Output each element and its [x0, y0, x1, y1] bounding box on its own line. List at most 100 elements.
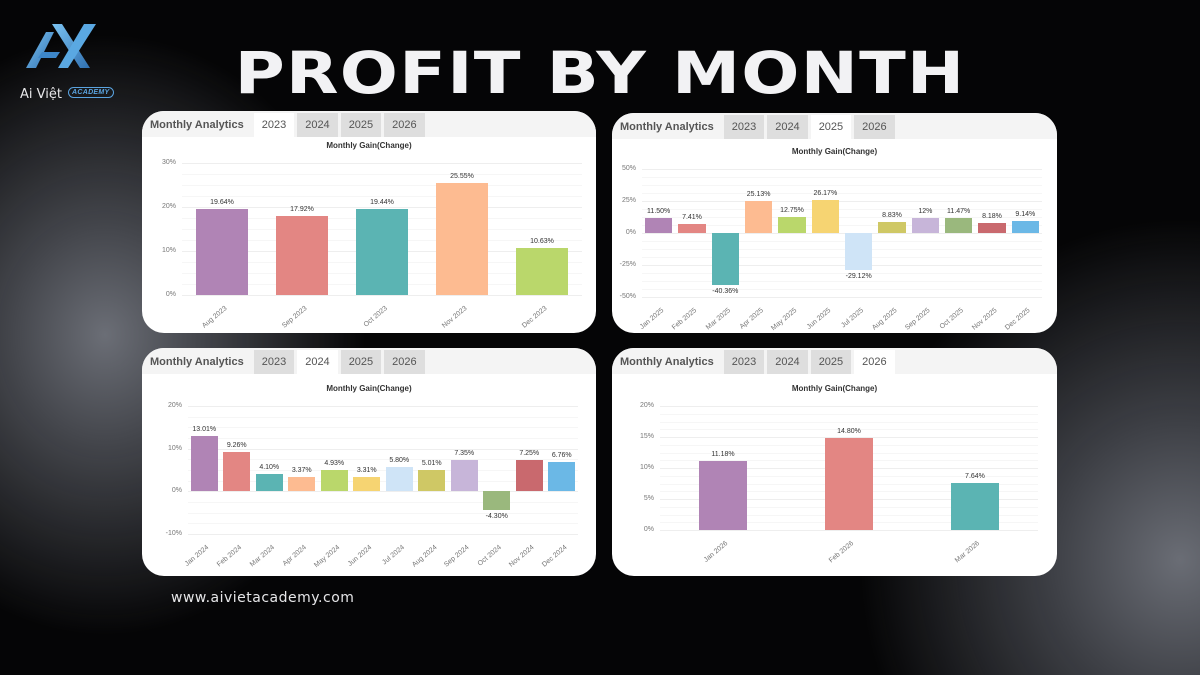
tab-2025[interactable]: 2025: [810, 350, 852, 374]
bar-value-label: -4.30%: [485, 512, 508, 520]
gridline: [642, 169, 1042, 170]
bar-feb-2025[interactable]: [678, 223, 706, 233]
x-tick-label: Jan 2025: [638, 307, 666, 331]
bar-value-label: 12.75%: [780, 206, 804, 214]
bar-may-2024[interactable]: [320, 470, 348, 492]
x-tick-label: Jun 2024: [346, 544, 374, 568]
bar-oct-2025[interactable]: [945, 218, 973, 233]
bar-mar-2026[interactable]: [951, 482, 999, 530]
x-tick-label: Jun 2025: [805, 307, 832, 331]
bar-dec-2023[interactable]: [516, 248, 568, 295]
tab-bar: Monthly Analytics 2023 2024 2025 2026: [612, 348, 1057, 374]
bar-mar-2025[interactable]: [711, 233, 739, 285]
gridline-minor: [642, 217, 1042, 218]
gridline-minor: [642, 193, 1042, 194]
bar-feb-2026[interactable]: [825, 438, 873, 530]
bar-jun-2024[interactable]: [353, 477, 381, 492]
bar-jul-2024[interactable]: [385, 466, 413, 492]
gridline-minor: [660, 421, 1038, 423]
bar-value-label: -40.36%: [712, 287, 739, 295]
tab-2024[interactable]: 2024: [297, 113, 338, 137]
x-tick-label: Feb 2024: [216, 544, 244, 569]
bar-value-label: 11.50%: [647, 208, 671, 216]
plot-area: 13.01% Jan 2024 9.26% Feb 2024 4.10% Mar 2024…: [184, 406, 578, 569]
bar-value-label: 5.01%: [421, 459, 442, 467]
gridline-minor: [188, 438, 578, 439]
bar-aug-2024[interactable]: [418, 469, 446, 492]
gridline-minor: [642, 289, 1042, 290]
tab-2025[interactable]: 2025: [810, 115, 852, 139]
bar-jul-2025[interactable]: [845, 233, 873, 271]
chart-card-2025: Monthly Analytics 2023 2024 2025 2026 Monthly…: [612, 113, 1057, 333]
x-tick-label: Sep 2025: [904, 307, 932, 332]
tab-2024[interactable]: 2024: [767, 115, 808, 139]
gridline-minor: [188, 480, 578, 482]
tab-2023[interactable]: 2023: [723, 350, 765, 374]
bar-may-2025[interactable]: [778, 216, 806, 233]
bar-nov-2024[interactable]: [515, 460, 543, 492]
tab-2025[interactable]: 2025: [340, 113, 382, 137]
tab-2024[interactable]: 2024: [297, 350, 338, 374]
gridline-minor: [188, 512, 578, 514]
tab-bar: Monthly Analytics 2023 2024 2025 2026: [142, 111, 596, 137]
bar-dec-2025[interactable]: [1011, 221, 1039, 233]
tab-2026[interactable]: 2026: [854, 350, 895, 374]
ax-logo-icon: [26, 24, 96, 68]
bar-mar-2024[interactable]: [255, 473, 283, 492]
bar-nov-2025[interactable]: [978, 222, 1006, 233]
gridline: [660, 530, 1038, 531]
bar-jun-2025[interactable]: [811, 199, 839, 233]
bar-jan-2026[interactable]: [699, 460, 747, 530]
bar-sep-2025[interactable]: [911, 217, 939, 233]
x-tick-label: Feb 2025: [671, 307, 699, 332]
tab-bar-title: Monthly Analytics: [620, 356, 714, 368]
x-tick-label: Dec 2023: [521, 305, 549, 330]
bar-value-label: 7.25%: [519, 450, 540, 458]
bar-apr-2024[interactable]: [288, 476, 316, 492]
bar-apr-2025[interactable]: [745, 200, 773, 233]
y-tick-label: 0%: [625, 229, 636, 236]
bar-value-label: 19.64%: [210, 198, 234, 206]
page-title: PROFIT BY MONTH: [234, 39, 966, 107]
tab-2024[interactable]: 2024: [767, 350, 808, 374]
bar-jan-2025[interactable]: [645, 218, 673, 233]
tab-2025[interactable]: 2025: [340, 350, 382, 374]
bar-value-label: 25.55%: [450, 172, 474, 180]
gridline: [188, 534, 578, 535]
x-tick-label: Aug 2024: [410, 544, 439, 569]
tab-2026[interactable]: 2026: [854, 115, 895, 139]
gridline-minor: [642, 281, 1042, 282]
x-tick-label: Apr 2024: [281, 544, 309, 568]
bar-oct-2024[interactable]: [483, 491, 511, 510]
bar-value-label: 25.13%: [746, 190, 771, 198]
tab-2026[interactable]: 2026: [384, 113, 425, 137]
chart-card-2026: Monthly Analytics 2023 2024 2025 2026 Monthly…: [612, 348, 1057, 576]
bar-value-label: 19.44%: [370, 199, 394, 207]
bar-dec-2024[interactable]: [548, 462, 576, 492]
footer-url[interactable]: www.aivietacademy.com: [171, 590, 355, 606]
tab-2026[interactable]: 2026: [384, 350, 425, 374]
gridline-minor: [642, 185, 1042, 186]
x-tick-label: Nov 2024: [508, 544, 536, 569]
x-tick-label: May 2024: [312, 544, 341, 570]
gridline-minor: [660, 429, 1038, 431]
tab-2023[interactable]: 2023: [253, 350, 295, 374]
bar-value-label: 12%: [918, 207, 933, 215]
gridline-minor: [642, 209, 1042, 210]
bar-oct-2023[interactable]: [356, 209, 408, 295]
bar-jan-2024[interactable]: [190, 435, 218, 492]
bar-aug-2025[interactable]: [878, 221, 906, 233]
bar-nov-2023[interactable]: [436, 182, 488, 295]
tab-bar: Monthly Analytics 2023 2024 2025 2026: [142, 348, 596, 374]
x-tick-label: Nov 2023: [441, 305, 469, 330]
bar-value-label: 10.63%: [530, 238, 554, 246]
tab-2023[interactable]: 2023: [253, 113, 295, 137]
bar-sep-2024[interactable]: [450, 459, 478, 492]
bar-aug-2023[interactable]: [196, 208, 248, 295]
bar-feb-2024[interactable]: [223, 451, 251, 492]
x-tick-label: Jul 2024: [380, 544, 406, 567]
chart-title: Monthly Gain(Change): [791, 147, 878, 156]
bar-sep-2023[interactable]: [276, 216, 328, 295]
tab-2023[interactable]: 2023: [723, 115, 765, 139]
gridline-minor: [642, 257, 1042, 258]
